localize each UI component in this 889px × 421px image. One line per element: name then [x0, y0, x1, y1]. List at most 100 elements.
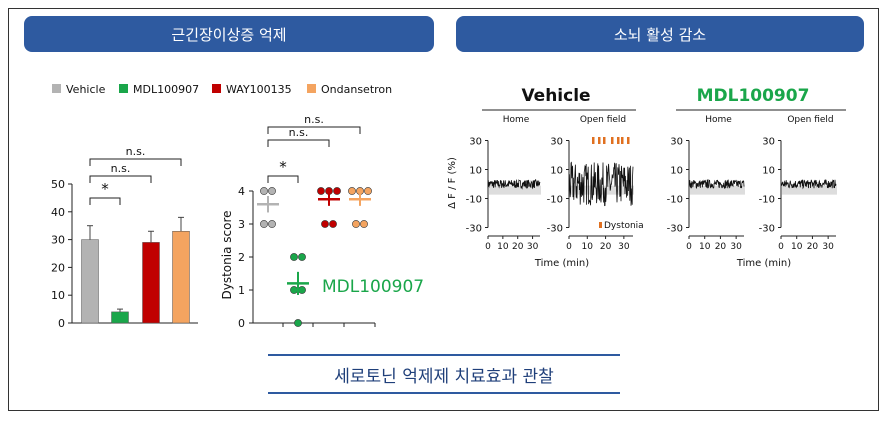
panel-subtitle: Home: [503, 115, 530, 125]
dystonia-event-mark: [592, 137, 595, 144]
significance-label: n.s.: [289, 126, 309, 139]
trace-shadow: [690, 185, 745, 195]
data-point: [321, 220, 329, 228]
significance-bracket: [267, 139, 330, 147]
legend-swatch: [307, 84, 316, 93]
legend-label: Vehicle: [66, 83, 106, 96]
y-tick-label: 4: [238, 185, 245, 198]
y-tick-label: -30: [667, 224, 683, 235]
y-tick-label: 10: [670, 166, 683, 177]
significance-label: *: [279, 158, 287, 176]
x-tick-label: 0: [485, 242, 491, 252]
calcium-trace: [688, 178, 745, 190]
x-axis-label: Time (min): [534, 258, 589, 269]
y-tick-label: 30: [550, 137, 563, 148]
legend-label: Ondansetron: [321, 83, 392, 96]
y-tick-label: -30: [547, 224, 563, 235]
x-tick-label: 10: [582, 242, 594, 252]
bottom-title: 세로토닌 억제제 치료효과 관찰: [268, 354, 620, 394]
x-tick-label: 20: [807, 242, 819, 252]
calcium-trace: [568, 161, 634, 207]
y-tick-label: 40: [51, 206, 65, 219]
dystonia-event-mark: [598, 137, 601, 144]
banner-right: 소뇌 활성 감소: [456, 16, 864, 52]
data-point: [290, 253, 298, 261]
y-tick-label: 30: [762, 137, 775, 148]
y-tick-label: 30: [469, 137, 482, 148]
data-point: [352, 220, 360, 228]
bar: [172, 231, 190, 324]
y-tick-label: 10: [550, 166, 563, 177]
banner-left: 근긴장이상증 억제: [24, 16, 434, 52]
y-tick-label: 30: [670, 137, 683, 148]
mdl-annotation: MDL100907: [322, 277, 424, 297]
y-tick-label: 20: [51, 261, 65, 274]
calcium-trace: [487, 178, 541, 190]
data-point: [317, 187, 325, 195]
legend-label: MDL100907: [133, 83, 199, 96]
y-tick-label: 1: [238, 284, 245, 297]
x-tick-label: 30: [527, 242, 539, 252]
x-tick-label: 10: [699, 242, 711, 252]
bar: [111, 311, 129, 324]
x-tick-label: 30: [730, 242, 742, 252]
data-point: [298, 253, 306, 261]
x-tick-label: 10: [791, 242, 803, 252]
significance-bracket: [89, 175, 152, 183]
y-tick-label: -10: [466, 195, 482, 206]
legend: Vehicle MDL100907 WAY100135 Ondansetron: [52, 83, 392, 96]
x-tick-label: 0: [686, 242, 692, 252]
x-tick-label: 20: [600, 242, 612, 252]
significance-label: n.s.: [304, 113, 324, 126]
significance-bracket: [267, 126, 361, 134]
y-tick-label: 50: [51, 178, 65, 191]
significance-bracket: [267, 175, 299, 183]
x-tick-label: 0: [566, 242, 572, 252]
data-point: [364, 187, 372, 195]
trace-shadow: [570, 185, 634, 195]
y-tick-label: -30: [466, 224, 482, 235]
panel-subtitle: Home: [705, 115, 732, 125]
legend-swatch: [212, 84, 221, 93]
data-point: [348, 187, 356, 195]
y-tick-label: 30: [51, 234, 65, 247]
data-point: [260, 220, 268, 228]
data-point: [260, 187, 268, 195]
x-tick-label: 20: [715, 242, 727, 252]
dystonia-legend-mark: [599, 222, 602, 228]
y-tick-label: 0: [238, 317, 245, 330]
trace-shadow: [489, 185, 541, 195]
y-axis-label: Δ F / F (%): [447, 157, 458, 209]
dystonia-event-mark: [611, 137, 614, 144]
y-tick-label: 3: [238, 218, 245, 231]
calcium-trace: [780, 179, 837, 190]
x-axis-label: Time (min): [736, 258, 791, 269]
y-tick-label: -10: [547, 195, 563, 206]
data-point: [329, 220, 337, 228]
dystonia-event-mark: [621, 137, 624, 144]
data-point: [268, 187, 276, 195]
significance-bracket: [89, 158, 182, 166]
y-tick-label: 10: [51, 289, 65, 302]
data-point: [290, 286, 298, 294]
x-tick-label: 10: [497, 242, 509, 252]
bar: [81, 239, 99, 324]
panel-subtitle: Open field: [580, 115, 626, 125]
panel-subtitle: Open field: [787, 115, 833, 125]
y-tick-label: -10: [759, 195, 775, 206]
dystonia-event-mark: [617, 137, 620, 144]
significance-label: n.s.: [111, 162, 131, 175]
legend-swatch: [52, 84, 61, 93]
y-tick-label: 10: [762, 166, 775, 177]
data-point: [333, 187, 341, 195]
significance-label: n.s.: [126, 145, 146, 158]
y-tick-label: 2: [238, 251, 245, 264]
dot-chart: 0 1 2 3 4 Dystonia score * n.s.n.s. MDL100907: [220, 113, 424, 330]
y-tick-label: 10: [469, 166, 482, 177]
x-tick-label: 0: [778, 242, 784, 252]
data-point: [360, 220, 368, 228]
data-point: [268, 220, 276, 228]
